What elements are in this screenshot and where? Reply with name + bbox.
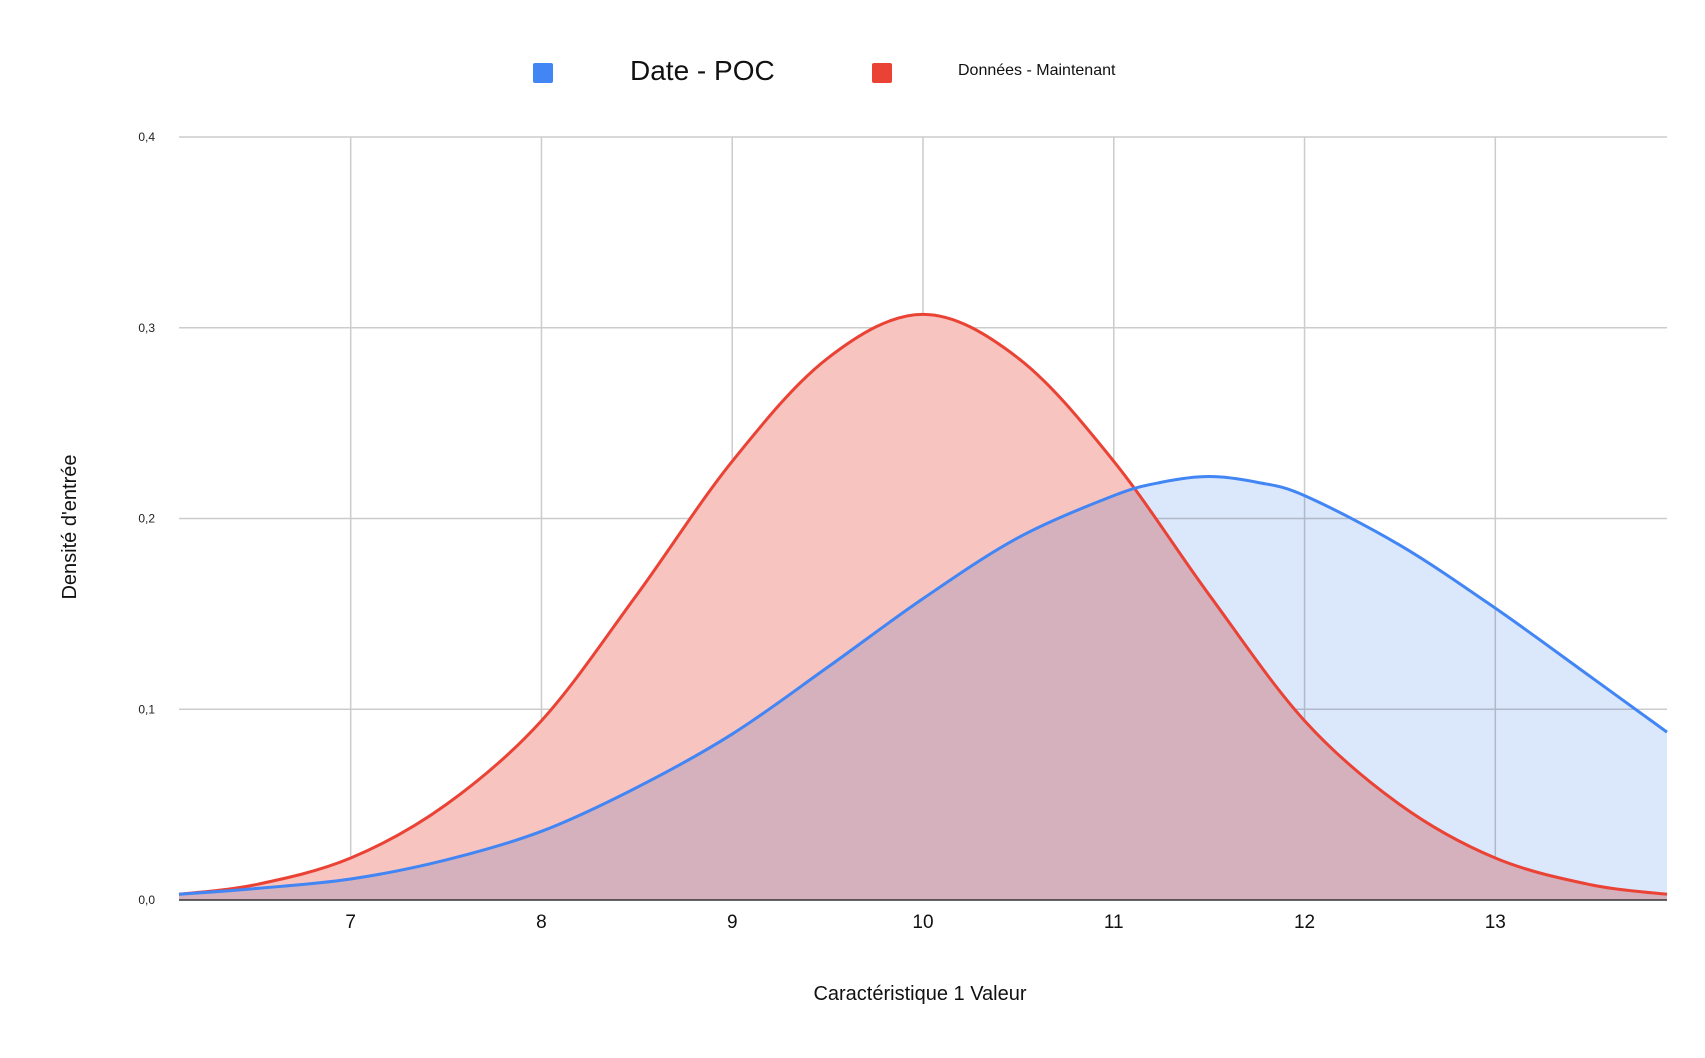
area-fills <box>179 314 1667 900</box>
y-tick-label: 0,2 <box>138 512 155 526</box>
x-tick-label: 8 <box>536 912 547 933</box>
y-axis-title: Densité d'entrée <box>59 454 81 599</box>
legend-label-poc: Date - POC <box>630 55 775 86</box>
y-tick-label: 0,4 <box>138 130 155 144</box>
x-tick-label: 9 <box>727 912 738 933</box>
legend-label-maintenant: Données - Maintenant <box>958 62 1116 79</box>
series-line-1 <box>178 312 1668 896</box>
x-tick-label: 13 <box>1485 912 1506 933</box>
x-axis-ticks: 7 8 9 10 11 12 13 <box>345 912 1505 933</box>
legend: Date - POC Données - Maintenant <box>533 55 1116 86</box>
series-line-0 <box>178 475 1668 896</box>
x-tick-label: 12 <box>1294 912 1315 933</box>
x-tick-label: 11 <box>1104 912 1124 933</box>
y-tick-label: 0,0 <box>138 893 155 907</box>
x-axis-title: Caractéristique 1 Valeur <box>813 983 1026 1005</box>
series-lines <box>178 312 1668 901</box>
legend-swatch-maintenant <box>872 63 892 83</box>
area-fill-series-0 <box>179 476 1667 900</box>
x-tick-label: 7 <box>345 912 356 933</box>
y-tick-label: 0,1 <box>138 702 155 716</box>
y-tick-label: 0,3 <box>138 321 155 335</box>
legend-swatch-poc <box>533 63 553 83</box>
x-tick-label: 10 <box>912 912 933 933</box>
y-axis-ticks: 0,0 0,1 0,2 0,3 0,4 <box>138 130 155 907</box>
